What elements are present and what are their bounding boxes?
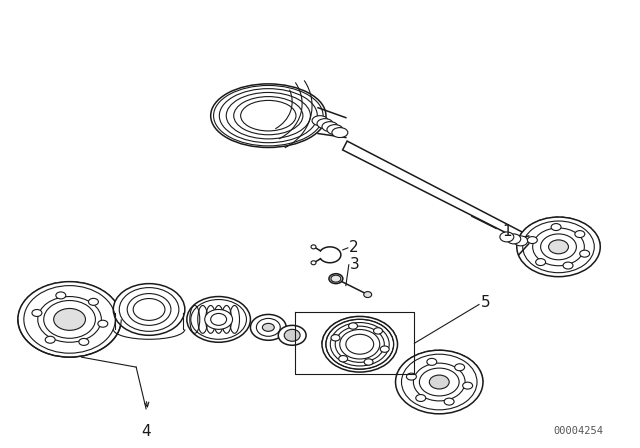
Text: 1: 1 bbox=[502, 224, 511, 239]
Ellipse shape bbox=[56, 292, 66, 299]
Ellipse shape bbox=[507, 234, 521, 244]
Text: 5: 5 bbox=[481, 295, 491, 310]
Ellipse shape bbox=[322, 122, 338, 132]
Ellipse shape bbox=[278, 325, 306, 345]
Ellipse shape bbox=[205, 310, 232, 329]
Text: 2: 2 bbox=[349, 240, 358, 255]
Ellipse shape bbox=[262, 323, 275, 332]
Ellipse shape bbox=[284, 329, 300, 341]
Polygon shape bbox=[342, 141, 531, 243]
Ellipse shape bbox=[311, 245, 316, 249]
Ellipse shape bbox=[374, 328, 383, 334]
Ellipse shape bbox=[88, 298, 99, 306]
Ellipse shape bbox=[536, 258, 545, 266]
Text: 00004254: 00004254 bbox=[554, 426, 604, 436]
Ellipse shape bbox=[563, 262, 573, 269]
Ellipse shape bbox=[327, 125, 343, 134]
Ellipse shape bbox=[317, 119, 333, 129]
Ellipse shape bbox=[250, 314, 286, 340]
Ellipse shape bbox=[311, 261, 316, 265]
Ellipse shape bbox=[18, 282, 121, 357]
Ellipse shape bbox=[45, 336, 55, 343]
Ellipse shape bbox=[312, 116, 328, 125]
Ellipse shape bbox=[413, 363, 465, 401]
Ellipse shape bbox=[527, 237, 538, 244]
Ellipse shape bbox=[463, 382, 472, 389]
Ellipse shape bbox=[551, 224, 561, 231]
Ellipse shape bbox=[429, 375, 449, 389]
Ellipse shape bbox=[332, 128, 348, 138]
Ellipse shape bbox=[364, 292, 372, 297]
Ellipse shape bbox=[38, 297, 101, 342]
Ellipse shape bbox=[79, 338, 89, 345]
Ellipse shape bbox=[416, 395, 426, 401]
Ellipse shape bbox=[396, 350, 483, 414]
Ellipse shape bbox=[211, 84, 326, 147]
Ellipse shape bbox=[329, 274, 343, 284]
Ellipse shape bbox=[127, 293, 171, 325]
Ellipse shape bbox=[380, 346, 389, 352]
Ellipse shape bbox=[98, 320, 108, 327]
Text: 4: 4 bbox=[141, 424, 151, 439]
Ellipse shape bbox=[54, 309, 86, 330]
Ellipse shape bbox=[339, 356, 348, 362]
Ellipse shape bbox=[331, 335, 340, 341]
Ellipse shape bbox=[580, 250, 589, 257]
Ellipse shape bbox=[364, 359, 373, 365]
Ellipse shape bbox=[32, 310, 42, 316]
Ellipse shape bbox=[322, 316, 397, 372]
Ellipse shape bbox=[427, 358, 436, 365]
Ellipse shape bbox=[406, 373, 417, 380]
Ellipse shape bbox=[532, 228, 584, 266]
Ellipse shape bbox=[500, 232, 514, 242]
Ellipse shape bbox=[187, 297, 250, 342]
Ellipse shape bbox=[575, 231, 585, 237]
Ellipse shape bbox=[454, 364, 465, 371]
Ellipse shape bbox=[516, 217, 600, 277]
Ellipse shape bbox=[113, 284, 185, 335]
Ellipse shape bbox=[548, 240, 568, 254]
Text: 3: 3 bbox=[350, 257, 360, 272]
Ellipse shape bbox=[514, 236, 528, 246]
Ellipse shape bbox=[444, 398, 454, 405]
Ellipse shape bbox=[349, 323, 358, 329]
